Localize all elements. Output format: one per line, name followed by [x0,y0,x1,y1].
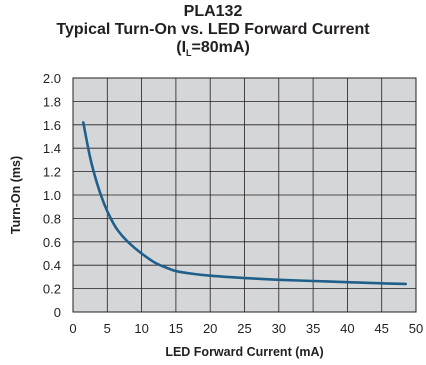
x-tick-label: 5 [104,321,111,336]
x-tick-label: 35 [306,321,320,336]
condition-subscript: L [186,48,192,58]
x-tick-label: 40 [340,321,354,336]
x-tick-label: 45 [374,321,388,336]
plot-frame [72,77,417,313]
y-tick-label: 0.8 [43,211,61,226]
y-tick-label: 1.8 [43,94,61,109]
x-tick-label: 20 [203,321,217,336]
x-tick-labels: 0 5 10 15 20 25 30 35 40 45 50 [69,321,423,336]
x-tick-label: 10 [134,321,148,336]
series-line [81,121,408,286]
y-tick-labels: 0 0.2 0.4 0.6 0.8 1.0 1.2 1.4 1.6 1.8 2.0 [43,71,61,320]
y-tick-label: 1.0 [43,188,61,203]
chart-title: PLA132 [183,3,243,20]
x-tick-label: 0 [69,321,76,336]
chart-condition: (IL=80mA) [0,39,426,58]
y-tick-label: 2.0 [43,71,61,86]
x-tick-label: 25 [237,321,251,336]
x-tick-label: 50 [409,321,423,336]
y-tick-label: 0 [54,305,61,320]
x-tick-label: 15 [169,321,183,336]
y-tick-label: 0.2 [43,282,61,297]
y-tick-label: 0.4 [43,258,61,273]
y-tick-label: 1.4 [43,141,61,156]
condition-suffix: =80mA) [191,39,250,56]
x-axis-label: LED Forward Current (mA) [165,345,323,359]
chart-subtitle: Typical Turn-On vs. LED Forward Current [56,21,370,38]
condition-prefix: (I [176,39,187,56]
y-tick-label: 1.2 [43,165,61,180]
y-tick-label: 0.6 [43,235,61,250]
y-tick-label: 1.6 [43,118,61,133]
x-tick-label: 30 [272,321,286,336]
y-axis-label: Turn-On (ms) [9,156,23,234]
